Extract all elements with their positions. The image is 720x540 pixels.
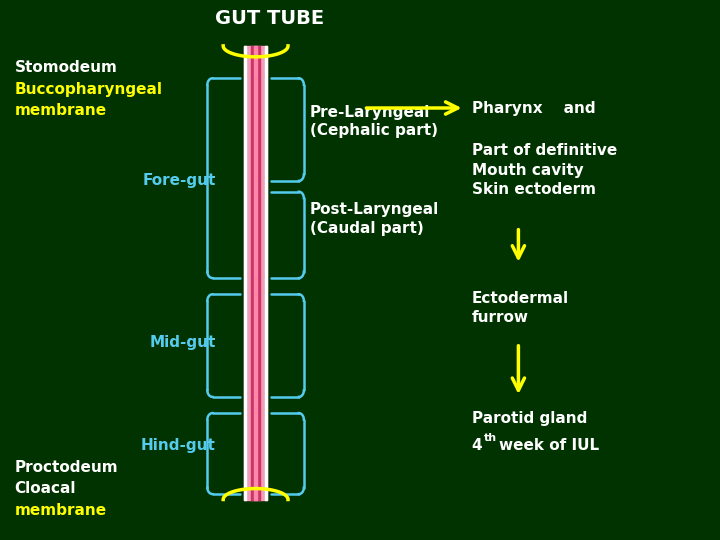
Text: Parotid gland: Parotid gland: [472, 411, 587, 426]
Text: Fore-gut: Fore-gut: [143, 173, 216, 188]
Text: Stomodeum: Stomodeum: [14, 60, 117, 75]
Text: week of IUL: week of IUL: [499, 438, 599, 453]
Text: Cloacal: Cloacal: [14, 481, 76, 496]
Text: Hind-gut: Hind-gut: [141, 438, 216, 453]
Text: Pharynx    and: Pharynx and: [472, 100, 595, 116]
Text: membrane: membrane: [14, 503, 107, 518]
Text: Ectodermal
furrow: Ectodermal furrow: [472, 291, 569, 325]
Text: Proctodeum: Proctodeum: [14, 460, 118, 475]
Text: Mid-gut: Mid-gut: [150, 335, 216, 350]
Text: membrane: membrane: [14, 103, 107, 118]
Text: Post-Laryngeal
(Caudal part): Post-Laryngeal (Caudal part): [310, 202, 439, 235]
Text: th: th: [484, 434, 497, 443]
Text: 4: 4: [472, 438, 482, 453]
Text: Part of definitive
Mouth cavity
Skin ectoderm: Part of definitive Mouth cavity Skin ect…: [472, 144, 617, 197]
Text: GUT TUBE: GUT TUBE: [215, 9, 325, 29]
Text: Buccopharyngeal: Buccopharyngeal: [14, 82, 163, 97]
Text: Pre-Laryngeal
(Cephalic part): Pre-Laryngeal (Cephalic part): [310, 105, 438, 138]
